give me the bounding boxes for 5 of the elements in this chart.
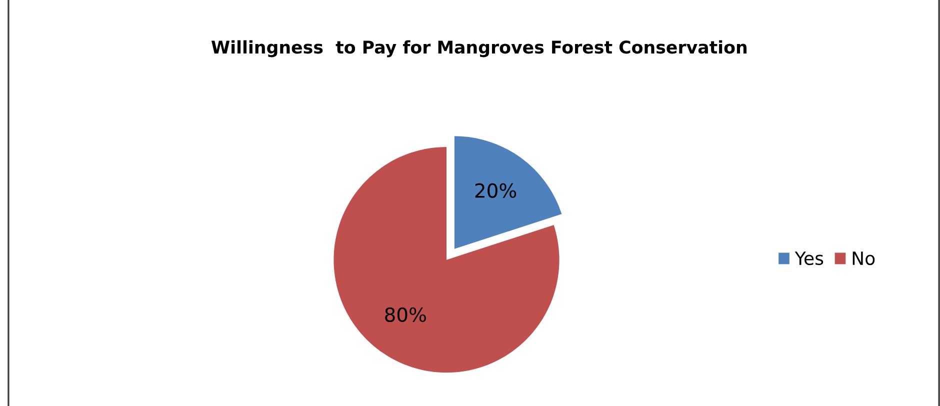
legend-label: Yes	[794, 252, 824, 266]
data-label: 20%	[475, 183, 516, 198]
chart-title: Willingness to Pay for Mangroves Forest Conservation	[211, 40, 746, 58]
legend-label: No	[852, 252, 875, 266]
data-label: 80%	[385, 307, 426, 322]
